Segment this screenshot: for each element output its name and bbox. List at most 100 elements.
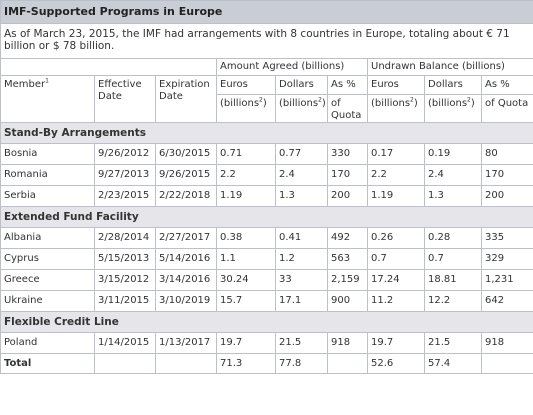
effective-date-header: Effective Date bbox=[94, 75, 156, 123]
agreed-pct-cell: 563 bbox=[327, 248, 368, 270]
effective-date-cell: 3/11/2015 bbox=[94, 290, 156, 312]
effective-date-cell: 3/15/2012 bbox=[94, 269, 156, 291]
section-row: Stand-By Arrangements bbox=[0, 122, 533, 144]
expiration-date-cell: 5/14/2016 bbox=[155, 248, 217, 270]
effective-date-cell: 1/14/2015 bbox=[94, 332, 156, 354]
section-row: Flexible Credit Line bbox=[0, 311, 533, 333]
undrawn-euros-cell: 2.2 bbox=[367, 164, 425, 186]
intro-text: As of March 23, 2015, the IMF had arrang… bbox=[0, 23, 533, 59]
section-heading: Extended Fund Facility bbox=[0, 206, 533, 228]
member-cell: Cyprus bbox=[0, 248, 95, 270]
undrawn-dollars-cell: 21.5 bbox=[424, 332, 482, 354]
total-agreed-dollars: 77.8 bbox=[275, 353, 328, 374]
member-cell: Greece bbox=[0, 269, 95, 291]
undrawn-euros-unit: (billions2) bbox=[367, 94, 425, 123]
total-undrawn-euros: 52.6 bbox=[367, 353, 425, 374]
effective-date-cell: 2/23/2015 bbox=[94, 185, 156, 207]
table-row: Ukraine 3/11/2015 3/10/2019 15.7 17.1 900 11.2… bbox=[0, 290, 533, 312]
section-heading: Flexible Credit Line bbox=[0, 311, 533, 333]
empty-cell bbox=[155, 353, 217, 374]
agreed-euros-cell: 30.24 bbox=[216, 269, 276, 291]
member-cell: Bosnia bbox=[0, 143, 95, 165]
agreed-pct-cell: 2,159 bbox=[327, 269, 368, 291]
undrawn-euros-cell: 0.7 bbox=[367, 248, 425, 270]
agreed-dollars-cell: 2.4 bbox=[275, 164, 328, 186]
undrawn-pct-header: As % bbox=[480, 75, 533, 95]
expiration-date-cell: 2/27/2017 bbox=[155, 227, 217, 249]
expiration-date-cell: 9/26/2015 bbox=[155, 164, 217, 186]
agreed-dollars-cell: 1.2 bbox=[275, 248, 328, 270]
agreed-pct-cell: 170 bbox=[327, 164, 368, 186]
agreed-euros-cell: 15.7 bbox=[216, 290, 276, 312]
undrawn-balance-header: Undrawn Balance (billions) bbox=[366, 58, 533, 76]
section-heading: Stand-By Arrangements bbox=[0, 122, 533, 144]
undrawn-dollars-cell: 12.2 bbox=[424, 290, 482, 312]
agreed-pct-unit: of Quota bbox=[327, 94, 368, 123]
effective-date-cell: 5/15/2013 bbox=[94, 248, 156, 270]
imf-programs-table: IMF-Supported Programs in Europe As of M… bbox=[0, 0, 533, 374]
undrawn-dollars-unit: (billions2) bbox=[424, 94, 482, 123]
undrawn-pct-cell: 918 bbox=[480, 332, 533, 354]
agreed-pct-header: As % bbox=[327, 75, 368, 95]
agreed-euros-cell: 0.71 bbox=[216, 143, 276, 165]
expiration-date-cell: 3/14/2016 bbox=[155, 269, 217, 291]
undrawn-pct-cell: 329 bbox=[480, 248, 533, 270]
agreed-pct-cell: 900 bbox=[327, 290, 368, 312]
member-cell: Poland bbox=[0, 332, 95, 354]
agreed-dollars-cell: 0.77 bbox=[275, 143, 328, 165]
expiration-date-header: Expiration Date bbox=[155, 75, 217, 123]
member-cell: Serbia bbox=[0, 185, 95, 207]
agreed-pct-cell: 330 bbox=[327, 143, 368, 165]
undrawn-pct-unit: of Quota bbox=[480, 94, 533, 123]
empty-cell bbox=[480, 353, 533, 374]
undrawn-pct-cell: 80 bbox=[480, 143, 533, 165]
undrawn-euros-cell: 11.2 bbox=[367, 290, 425, 312]
total-agreed-euros: 71.3 bbox=[216, 353, 276, 374]
effective-date-cell: 9/27/2013 bbox=[94, 164, 156, 186]
agreed-euros-cell: 0.38 bbox=[216, 227, 276, 249]
agreed-pct-cell: 492 bbox=[327, 227, 368, 249]
agreed-dollars-unit: (billions2) bbox=[275, 94, 328, 123]
undrawn-dollars-header: Dollars bbox=[424, 75, 482, 95]
table-row: Albania 2/28/2014 2/27/2017 0.38 0.41 492 0.26… bbox=[0, 227, 533, 249]
effective-date-cell: 9/26/2012 bbox=[94, 143, 156, 165]
undrawn-dollars-cell: 0.7 bbox=[424, 248, 482, 270]
agreed-euros-cell: 1.19 bbox=[216, 185, 276, 207]
agreed-dollars-cell: 0.41 bbox=[275, 227, 328, 249]
empty-cell bbox=[327, 353, 368, 374]
agreed-dollars-cell: 33 bbox=[275, 269, 328, 291]
table-row: Bosnia 9/26/2012 6/30/2015 0.71 0.77 330 0.17 0… bbox=[0, 143, 533, 165]
agreed-euros-cell: 19.7 bbox=[216, 332, 276, 354]
table-row: Greece 3/15/2012 3/14/2016 30.24 33 2,159 17.2… bbox=[0, 269, 533, 291]
agreed-pct-cell: 918 bbox=[327, 332, 368, 354]
member-cell: Romania bbox=[0, 164, 95, 186]
agreed-dollars-cell: 1.3 bbox=[275, 185, 328, 207]
section-row: Extended Fund Facility bbox=[0, 206, 533, 228]
empty-header-cell bbox=[0, 58, 217, 76]
agreed-pct-cell: 200 bbox=[327, 185, 368, 207]
undrawn-dollars-cell: 2.4 bbox=[424, 164, 482, 186]
undrawn-euros-cell: 0.26 bbox=[367, 227, 425, 249]
table-row: Romania 9/27/2013 9/26/2015 2.2 2.4 170 2.2 2.4… bbox=[0, 164, 533, 186]
undrawn-euros-cell: 19.7 bbox=[367, 332, 425, 354]
total-label: Total bbox=[0, 353, 95, 374]
member-cell: Albania bbox=[0, 227, 95, 249]
expiration-date-cell: 2/22/2018 bbox=[155, 185, 217, 207]
member-cell: Ukraine bbox=[0, 290, 95, 312]
effective-date-cell: 2/28/2014 bbox=[94, 227, 156, 249]
table-title: IMF-Supported Programs in Europe bbox=[0, 0, 533, 24]
empty-cell bbox=[94, 353, 156, 374]
table-row: Serbia 2/23/2015 2/22/2018 1.19 1.3 200 1.19 1.… bbox=[0, 185, 533, 207]
expiration-date-cell: 6/30/2015 bbox=[155, 143, 217, 165]
undrawn-pct-cell: 335 bbox=[480, 227, 533, 249]
agreed-euros-cell: 1.1 bbox=[216, 248, 276, 270]
agreed-dollars-header: Dollars bbox=[275, 75, 328, 95]
undrawn-pct-cell: 642 bbox=[480, 290, 533, 312]
agreed-euros-cell: 2.2 bbox=[216, 164, 276, 186]
total-row: Total 71.3 77.8 52.6 57.4 bbox=[0, 353, 533, 374]
undrawn-dollars-cell: 1.3 bbox=[424, 185, 482, 207]
agreed-euros-unit: (billions2) bbox=[216, 94, 276, 123]
undrawn-pct-cell: 170 bbox=[480, 164, 533, 186]
undrawn-pct-cell: 200 bbox=[480, 185, 533, 207]
expiration-date-cell: 3/10/2019 bbox=[155, 290, 217, 312]
